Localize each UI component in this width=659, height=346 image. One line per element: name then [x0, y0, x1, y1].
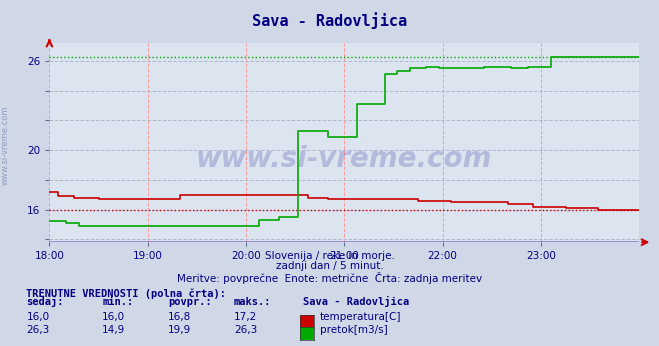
Text: 14,9: 14,9: [102, 325, 125, 335]
Text: pretok[m3/s]: pretok[m3/s]: [320, 325, 387, 335]
Text: Sava - Radovljica: Sava - Radovljica: [252, 12, 407, 29]
Text: maks.:: maks.:: [234, 297, 272, 307]
Text: 16,0: 16,0: [102, 312, 125, 322]
Text: www.si-vreme.com: www.si-vreme.com: [1, 106, 10, 185]
Text: 16,0: 16,0: [26, 312, 49, 322]
Text: 26,3: 26,3: [234, 325, 257, 335]
Text: www.si-vreme.com: www.si-vreme.com: [196, 145, 492, 173]
Text: temperatura[C]: temperatura[C]: [320, 312, 401, 322]
Text: Sava - Radovljica: Sava - Radovljica: [303, 296, 409, 307]
Text: povpr.:: povpr.:: [168, 297, 212, 307]
Text: Meritve: povprečne  Enote: metrične  Črta: zadnja meritev: Meritve: povprečne Enote: metrične Črta:…: [177, 272, 482, 284]
Text: 26,3: 26,3: [26, 325, 49, 335]
Text: zadnji dan / 5 minut.: zadnji dan / 5 minut.: [275, 261, 384, 271]
Text: Slovenija / reke in morje.: Slovenija / reke in morje.: [264, 251, 395, 261]
Text: 16,8: 16,8: [168, 312, 191, 322]
Text: 19,9: 19,9: [168, 325, 191, 335]
Text: min.:: min.:: [102, 297, 133, 307]
Text: 17,2: 17,2: [234, 312, 257, 322]
Text: sedaj:: sedaj:: [26, 296, 64, 307]
Text: TRENUTNE VREDNOSTI (polna črta):: TRENUTNE VREDNOSTI (polna črta):: [26, 289, 226, 299]
